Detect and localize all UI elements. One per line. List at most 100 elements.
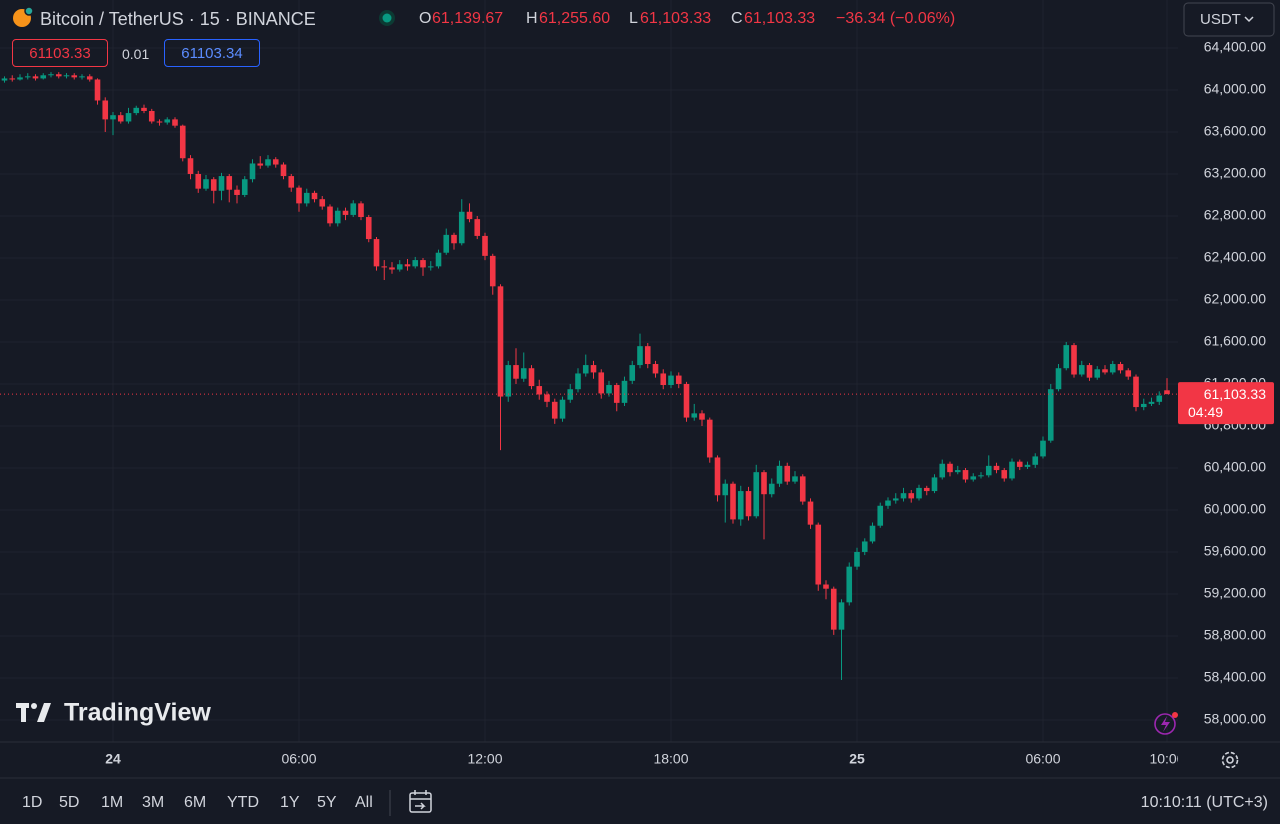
lightning-icon[interactable]	[1154, 712, 1178, 735]
candle-body	[807, 501, 814, 525]
candle-body	[404, 264, 411, 267]
candle-body	[218, 176, 225, 191]
candle-body	[1078, 365, 1085, 375]
candle-body	[1040, 440, 1046, 457]
candle-body	[1024, 464, 1031, 467]
calendar-icon[interactable]	[409, 790, 432, 813]
candle-body	[644, 346, 651, 365]
candle-body	[288, 176, 295, 188]
last-price-bg	[1178, 382, 1274, 425]
settings-icon[interactable]	[1221, 751, 1239, 769]
candle-body	[1164, 390, 1170, 395]
candle-body	[342, 210, 349, 215]
candle-body	[652, 364, 659, 374]
candle-body	[784, 465, 791, 482]
candle-body	[1117, 364, 1124, 371]
candle-body	[1148, 401, 1155, 404]
candle-body	[908, 493, 915, 499]
candles	[1, 72, 1170, 681]
candle-body	[637, 346, 643, 366]
candle-body	[815, 524, 822, 585]
btc-badge	[24, 6, 34, 16]
currency[interactable]: USDT	[1200, 11, 1241, 28]
candle-body	[187, 158, 194, 174]
candle-body	[156, 121, 163, 123]
candle-body	[32, 76, 39, 79]
range-button[interactable]: 3M	[142, 794, 165, 811]
x-tick-label: 24	[105, 751, 121, 767]
candle-body	[753, 472, 760, 517]
candle-body	[358, 203, 364, 218]
candle-body	[675, 375, 682, 384]
candle-body	[714, 457, 721, 496]
candle-body	[823, 584, 829, 589]
range-button[interactable]: All	[355, 794, 373, 811]
candle-body	[923, 487, 930, 492]
range-button[interactable]: 1D	[22, 794, 43, 811]
candle-body	[691, 413, 698, 418]
candle-body	[265, 159, 271, 166]
candle-body	[435, 252, 442, 267]
candle-body	[203, 179, 209, 189]
candle-body	[683, 383, 690, 418]
range-button[interactable]: 6M	[184, 794, 207, 811]
buy-button[interactable]: 61103.34	[164, 39, 260, 67]
candle-body	[916, 487, 922, 499]
candle-body	[598, 372, 605, 394]
candle-body	[102, 100, 109, 120]
candle-body	[466, 211, 473, 220]
candle-body	[536, 386, 543, 395]
candle-body	[559, 399, 566, 419]
countdown: 04:49	[1188, 404, 1223, 420]
range-button[interactable]: YTD	[227, 794, 259, 811]
candle-body	[303, 192, 310, 204]
range-button[interactable]: 1Y	[280, 794, 300, 811]
candle-body	[761, 472, 767, 495]
candle-body	[451, 234, 457, 244]
y-tick-label: 60,000.00	[1204, 501, 1266, 517]
candle-body	[117, 115, 124, 122]
last-price-box: 61,103.33 04:49	[1178, 382, 1274, 425]
candle-body	[311, 192, 318, 200]
candle-body	[730, 483, 736, 520]
candle-body	[985, 465, 992, 476]
candle-body	[551, 401, 558, 419]
candle-body	[606, 385, 612, 394]
candle-body	[17, 77, 23, 80]
candle-body	[869, 525, 876, 542]
symbol: Bitcoin / TetherUS · 15 · BINANCE	[40, 8, 316, 29]
candle-body	[1133, 376, 1139, 408]
range-button[interactable]: 5Y	[317, 794, 337, 811]
high-label: H	[526, 10, 538, 27]
candle-body	[86, 76, 93, 80]
x-tick-label: 18:00	[653, 751, 688, 767]
range-button[interactable]: 1M	[101, 794, 124, 811]
currency-select[interactable]	[1183, 2, 1275, 37]
x-tick-label: 06:00	[281, 751, 316, 767]
x-tick-label: 06:00	[1025, 751, 1060, 767]
candle-body	[699, 413, 705, 420]
candle-body	[172, 119, 178, 126]
candle-body	[590, 365, 597, 373]
candle-body	[125, 113, 132, 122]
candle-body	[768, 483, 775, 495]
candle-body	[210, 179, 217, 191]
candle-body	[1102, 369, 1108, 373]
y-tick-label: 64,400.00	[1204, 39, 1266, 55]
candle-body	[489, 255, 496, 287]
high: 61,255.60	[539, 10, 611, 27]
candle-body	[854, 551, 860, 567]
candle-body	[24, 76, 31, 78]
close-label: C	[731, 10, 743, 27]
y-tick-label: 62,400.00	[1204, 249, 1266, 265]
range-button[interactable]: 5D	[59, 794, 80, 811]
candle-body	[79, 76, 85, 78]
candle-body	[9, 78, 16, 80]
candle-body	[1140, 403, 1147, 408]
candle-body	[396, 264, 403, 270]
candle-body	[257, 163, 264, 166]
candle-body	[582, 365, 589, 374]
dropdown-arrow	[1244, 16, 1254, 23]
sell-button[interactable]: 61103.33	[12, 39, 108, 67]
candle-body	[71, 75, 78, 78]
